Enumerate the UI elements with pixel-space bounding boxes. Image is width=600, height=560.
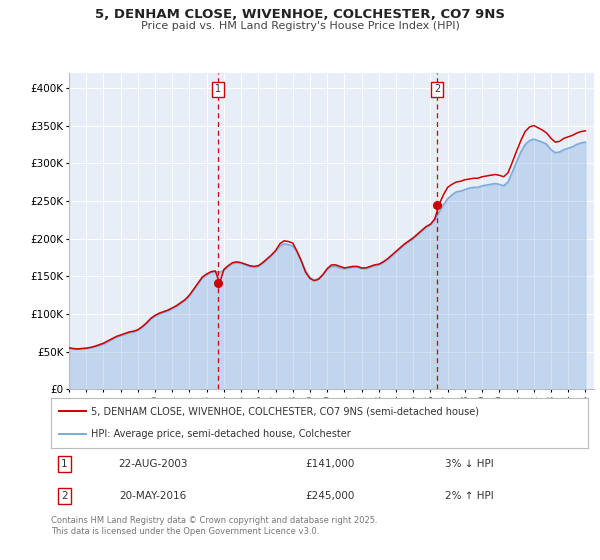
Text: 5, DENHAM CLOSE, WIVENHOE, COLCHESTER, CO7 9NS: 5, DENHAM CLOSE, WIVENHOE, COLCHESTER, C… bbox=[95, 8, 505, 21]
Text: 2% ↑ HPI: 2% ↑ HPI bbox=[445, 491, 494, 501]
Text: 1: 1 bbox=[215, 85, 221, 95]
Text: HPI: Average price, semi-detached house, Colchester: HPI: Average price, semi-detached house,… bbox=[91, 430, 351, 440]
Text: 5, DENHAM CLOSE, WIVENHOE, COLCHESTER, CO7 9NS (semi-detached house): 5, DENHAM CLOSE, WIVENHOE, COLCHESTER, C… bbox=[91, 406, 479, 416]
Text: £141,000: £141,000 bbox=[305, 459, 355, 469]
Text: 3% ↓ HPI: 3% ↓ HPI bbox=[445, 459, 494, 469]
Text: 2: 2 bbox=[61, 491, 68, 501]
Text: 22-AUG-2003: 22-AUG-2003 bbox=[118, 459, 188, 469]
Text: Price paid vs. HM Land Registry's House Price Index (HPI): Price paid vs. HM Land Registry's House … bbox=[140, 21, 460, 31]
Text: 2: 2 bbox=[434, 85, 440, 95]
Text: Contains HM Land Registry data © Crown copyright and database right 2025.
This d: Contains HM Land Registry data © Crown c… bbox=[51, 516, 377, 536]
Text: 1: 1 bbox=[61, 459, 68, 469]
Text: £245,000: £245,000 bbox=[305, 491, 355, 501]
Text: 20-MAY-2016: 20-MAY-2016 bbox=[119, 491, 187, 501]
